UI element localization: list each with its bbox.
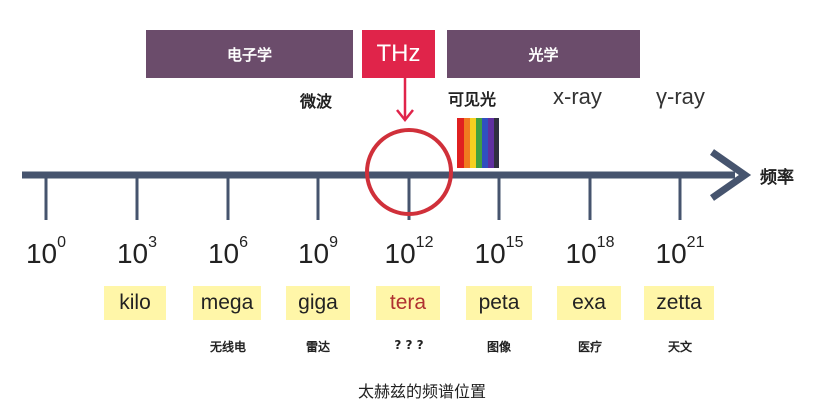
gamma-ray-label: γ-ray <box>656 84 705 109</box>
thz-arrow-icon <box>396 78 414 123</box>
optics-band: 光学 <box>447 30 640 78</box>
tick-power-18: 1018 <box>565 234 615 269</box>
prefix-mega: mega <box>193 286 261 320</box>
visible-spectrum-icon <box>457 118 499 168</box>
figure-caption: 太赫兹的频谱位置 <box>358 382 487 401</box>
visible-light-label: 可见光 <box>448 90 497 109</box>
app-medical: 医疗 <box>577 340 602 354</box>
prefix-tera: tera <box>376 286 440 320</box>
electronics-band: 电子学 <box>146 30 353 78</box>
prefix-kilo: kilo <box>104 286 166 320</box>
app-imaging: 图像 <box>486 340 511 354</box>
tick-power-21: 1021 <box>655 234 705 269</box>
prefix-zetta: zetta <box>644 286 714 320</box>
microwave-label: 微波 <box>300 92 333 111</box>
tick-power-9: 109 <box>297 234 339 269</box>
frequency-axis-label: 频率 <box>760 168 794 188</box>
thz-band: THz <box>362 30 435 78</box>
thz-circle-highlight <box>365 128 453 216</box>
tick-power-12: 1012 <box>384 234 434 269</box>
prefix-peta: peta <box>466 286 532 320</box>
tick-power-6: 106 <box>207 234 249 269</box>
app-radio: 无线电 <box>209 340 246 354</box>
tick-power-15: 1015 <box>474 234 524 269</box>
prefix-giga: giga <box>286 286 350 320</box>
app-astronomy: 天文 <box>667 340 692 354</box>
tick-power-3: 103 <box>116 234 158 269</box>
xray-label: x-ray <box>553 84 602 109</box>
tick-power-0: 100 <box>25 234 67 269</box>
app-unknown: ? ? ? <box>394 338 424 352</box>
axis-arrowhead-icon <box>709 149 752 201</box>
prefix-exa: exa <box>557 286 621 320</box>
app-radar: 雷达 <box>305 340 330 354</box>
